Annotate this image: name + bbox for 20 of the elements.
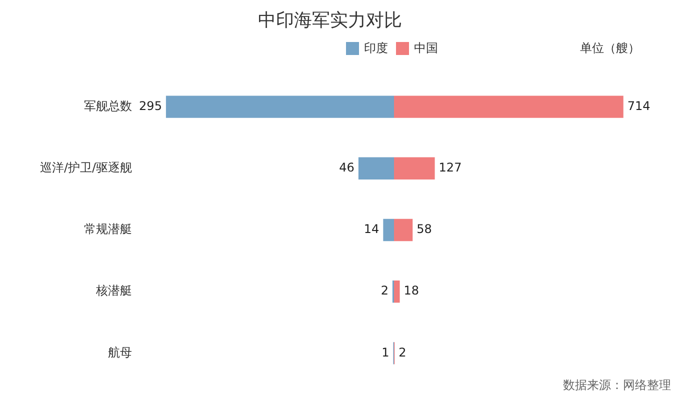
data-label: 58 [416, 222, 432, 236]
data-label: 46 [339, 160, 354, 175]
data-label: 295 [139, 98, 162, 113]
annotation: 数据来源：网络整理 [563, 377, 671, 394]
text: 单位（艘） [580, 40, 640, 57]
data-label: 127 [438, 160, 462, 175]
legend-label: 印度 [364, 40, 388, 57]
data-label: 2 [380, 284, 388, 298]
y-tick-label: 航母 [108, 345, 132, 360]
legend-label: 中国 [414, 40, 438, 57]
data-label: 1 [382, 345, 390, 360]
y-tick-label: 巡洋/护卫/驱逐舰 [40, 160, 132, 175]
y-tick-label: 常规潜艇 [84, 222, 132, 236]
data-label: 14 [364, 222, 380, 236]
data-label: 714 [627, 98, 650, 113]
data-label: 2 [398, 345, 406, 360]
y-tick-label: 核潜艇 [95, 284, 132, 298]
chart-title: 中印海军实力对比 [258, 9, 402, 32]
y-tick-label: 军舰总数 [84, 98, 132, 113]
data-label: 18 [404, 284, 420, 298]
